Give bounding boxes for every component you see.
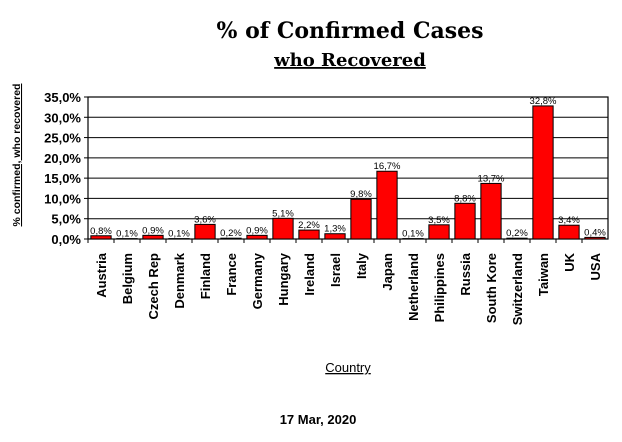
- bar: [428, 224, 450, 240]
- x-tick-label: Ireland: [302, 253, 317, 296]
- y-tick-label: 15,0%: [44, 171, 81, 186]
- data-label: 5,1%: [272, 208, 294, 219]
- chart-title: % of Confirmed Cases: [217, 18, 484, 44]
- data-label: 0,2%: [220, 228, 242, 239]
- x-tick-label: Taiwan: [536, 253, 551, 296]
- data-label: 0,2%: [506, 228, 528, 239]
- bar: [246, 234, 268, 240]
- data-label: 8,8%: [454, 193, 476, 204]
- data-label: 3,5%: [428, 215, 450, 226]
- data-label: 9,8%: [350, 189, 372, 200]
- bar: [142, 234, 164, 240]
- x-axis-label: Country: [325, 360, 371, 375]
- bar: [272, 217, 294, 240]
- data-label: 0,1%: [168, 229, 190, 240]
- y-tick-label: 20,0%: [44, 151, 81, 166]
- y-tick-label: 0,0%: [51, 232, 81, 247]
- y-tick-label: 25,0%: [44, 131, 81, 146]
- x-tick-label: Russia: [458, 252, 473, 295]
- plot-frame: [87, 96, 609, 240]
- x-tick-label: Italy: [354, 252, 369, 279]
- data-label: 0,9%: [142, 225, 164, 236]
- data-label: 0,9%: [246, 225, 268, 236]
- x-tick-label: USA: [588, 252, 603, 280]
- bar: [454, 202, 476, 240]
- bar: [506, 237, 528, 240]
- y-tick-label: 30,0%: [44, 110, 81, 125]
- data-label: 16,7%: [374, 161, 401, 172]
- x-tick-label: South Kore: [484, 253, 499, 323]
- bar: [298, 229, 320, 240]
- data-label: 3,4%: [558, 215, 580, 226]
- x-tick-label: Israel: [328, 253, 343, 287]
- data-label: 0,4%: [584, 227, 606, 238]
- x-tick-label: Hungary: [276, 252, 291, 306]
- x-tick-label: Finland: [198, 253, 213, 299]
- bar: [324, 233, 346, 240]
- bar: [376, 170, 398, 240]
- x-tick-label: Denmark: [172, 252, 187, 308]
- data-label: 0,8%: [90, 226, 112, 237]
- bar: [90, 235, 112, 240]
- x-tick-label: Japan: [380, 253, 395, 291]
- x-tick-label: UK: [562, 252, 577, 271]
- bar: [350, 198, 372, 240]
- bar: [558, 224, 580, 240]
- plot-area: 0,0% 5,0% 10,0% 15,0% 20,0% 25,0% 30,0% 35,0% 0,…: [44, 90, 609, 325]
- data-label: 0,1%: [116, 229, 138, 240]
- data-label: 1,3%: [324, 224, 346, 235]
- bar: [532, 105, 554, 240]
- data-label: 3,6%: [194, 214, 216, 225]
- chart-subtitle: who Recovered: [273, 50, 426, 71]
- x-tick-label: Austria: [94, 252, 109, 298]
- x-tick-label: Switzerland: [510, 253, 525, 325]
- data-label: 32,8%: [530, 96, 557, 107]
- x-tick-label: Belgium: [120, 253, 135, 304]
- x-tick-label: Czech Rep: [146, 253, 161, 320]
- x-tick-label: France: [224, 253, 239, 296]
- y-tick-label: 10,0%: [44, 191, 81, 206]
- bar: [194, 223, 216, 240]
- bar: [584, 236, 606, 240]
- date-footer: 17 Mar, 2020: [280, 412, 357, 427]
- bar: [220, 237, 242, 240]
- x-tick-label: Philippines: [432, 253, 447, 322]
- x-tick-label: Netherland: [406, 253, 421, 321]
- data-label: 0,1%: [402, 229, 424, 240]
- bar: [480, 182, 502, 240]
- x-tick-label: Germany: [250, 252, 265, 309]
- data-label: 2,2%: [298, 220, 320, 231]
- y-tick-label: 5,0%: [51, 212, 81, 227]
- data-label: 13,7%: [478, 173, 505, 184]
- y-tick-label: 35,0%: [44, 90, 81, 105]
- y-axis-label: % confirmed, who recovered: [11, 84, 23, 227]
